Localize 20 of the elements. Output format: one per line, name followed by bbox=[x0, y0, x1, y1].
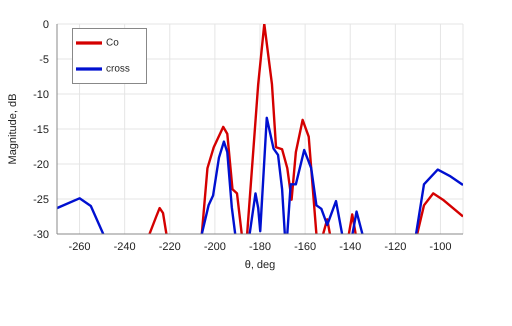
x-tick-label: -260 bbox=[68, 240, 91, 253]
y-tick-label: -10 bbox=[33, 88, 49, 101]
y-tick-label: 0 bbox=[42, 18, 49, 31]
y-tick-label: -25 bbox=[33, 194, 49, 206]
y-axis-title: Magnitude, dB bbox=[6, 94, 19, 164]
x-tick-label: -220 bbox=[158, 240, 181, 253]
x-tick-label: -100 bbox=[429, 240, 452, 253]
x-tick-label: -120 bbox=[384, 240, 406, 253]
x-tick-label: -240 bbox=[114, 240, 136, 253]
y-tick-label: -30 bbox=[33, 228, 49, 241]
x-tick-label: -140 bbox=[339, 240, 362, 253]
legend-label: Co bbox=[106, 38, 119, 49]
y-tick-label: -5 bbox=[39, 54, 49, 66]
legend-label: cross bbox=[106, 64, 130, 75]
y-tick-label: -15 bbox=[33, 124, 49, 136]
x-tick-label: -180 bbox=[248, 240, 272, 253]
y-tick-label: -20 bbox=[33, 158, 49, 171]
x-tick-label: -200 bbox=[204, 240, 226, 253]
x-axis-title: θ, deg bbox=[244, 259, 276, 271]
x-tick-label: -160 bbox=[294, 240, 316, 253]
